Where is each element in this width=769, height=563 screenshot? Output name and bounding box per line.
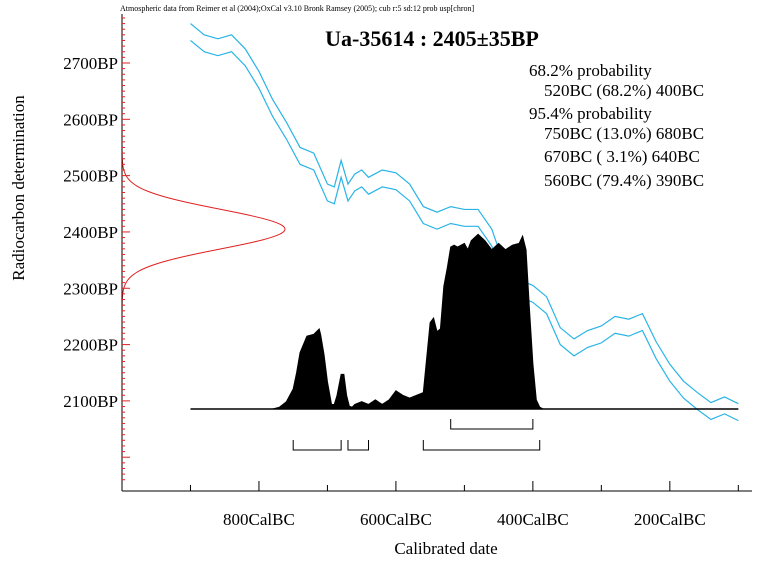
probability-line: 750BC (13.0%) 680BC	[544, 124, 704, 143]
range-bracket-68	[450, 419, 534, 430]
calibration-curve-upper	[190, 23, 739, 405]
x-tick-label: 400CalBC	[497, 510, 569, 529]
y-tick-label: 2700BP	[63, 54, 118, 73]
probability-line: 670BC ( 3.1%) 640BC	[544, 147, 700, 166]
range-bracket-95	[292, 440, 342, 451]
y-tick-label: 2400BP	[63, 223, 118, 242]
y-tick-label: 2100BP	[63, 392, 118, 411]
range-bracket-95	[347, 440, 370, 451]
probability-line: 68.2% probability	[529, 61, 652, 80]
y-tick-label: 2200BP	[63, 336, 118, 355]
y-tick-label: 2300BP	[63, 279, 118, 298]
y-tick-label: 2500BP	[63, 167, 118, 186]
plot-area	[121, 23, 739, 451]
x-axis: 800CalBC 600CalBC 400CalBC 200CalBC	[122, 481, 752, 529]
probability-ranges-text: 68.2% probability 520BC (68.2%) 400BC 95…	[529, 61, 704, 190]
chart-title: Ua-35614 : 2405±35BP	[325, 26, 539, 51]
radiocarbon-distribution	[121, 141, 286, 317]
x-tick-label: 600CalBC	[360, 510, 432, 529]
y-tick-label: 2600BP	[63, 110, 118, 129]
x-tick-label: 200CalBC	[634, 510, 706, 529]
y-axis: 2700BP 2600BP 2500BP 2400BP 2300BP 2200BP 2100…	[63, 14, 130, 491]
header-note: Atmospheric data from Reimer et al (2004…	[120, 4, 474, 13]
probability-line: 520BC (68.2%) 400BC	[544, 81, 704, 100]
range-bracket-95	[422, 440, 541, 451]
x-axis-label: Calibrated date	[394, 539, 497, 558]
probability-line: 95.4% probability	[529, 104, 652, 123]
probability-distribution	[190, 233, 739, 410]
calibration-curve-lower	[190, 40, 739, 422]
x-tick-label: 800CalBC	[223, 510, 295, 529]
y-axis-label: Radiocarbon determination	[9, 95, 28, 281]
probability-line: 560BC (79.4%) 390BC	[544, 171, 704, 190]
